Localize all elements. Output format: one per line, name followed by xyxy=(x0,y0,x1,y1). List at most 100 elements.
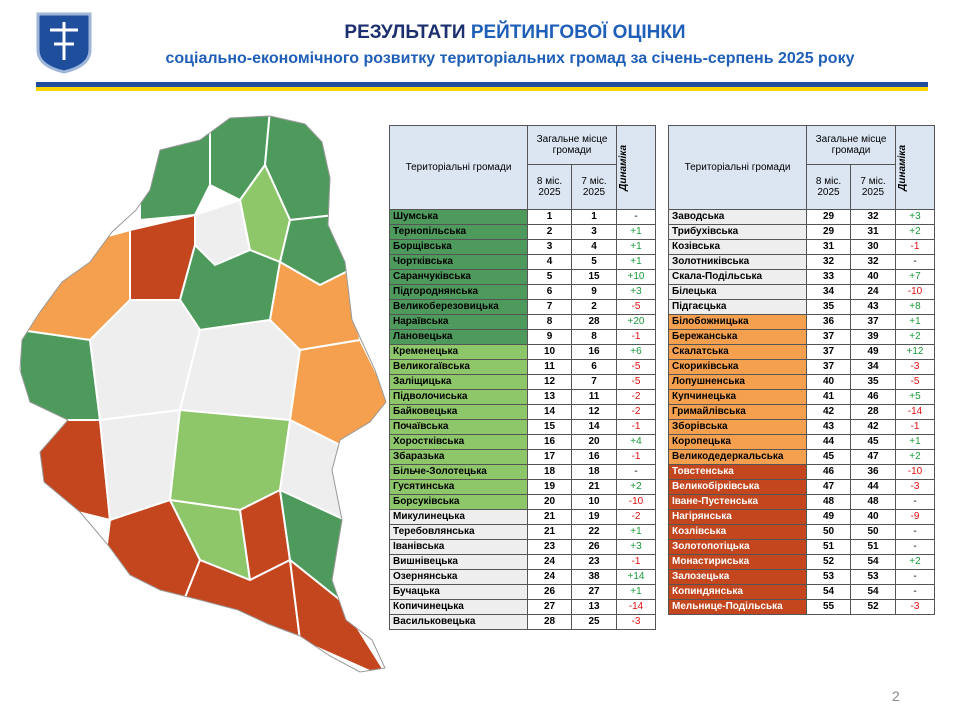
dynamics: -1 xyxy=(616,449,656,465)
place-7: 51 xyxy=(850,539,896,555)
row: Бережанська 37 39 +2 xyxy=(668,329,935,345)
place-7: 8 xyxy=(571,329,617,345)
place-8: 29 xyxy=(806,224,851,240)
place-8: 34 xyxy=(806,284,851,300)
dynamics: +10 xyxy=(616,269,656,285)
dynamics: +2 xyxy=(895,329,935,345)
place-8: 15 xyxy=(527,419,572,435)
community-name: Монастириська xyxy=(668,554,807,570)
dynamics: -14 xyxy=(616,599,656,615)
row: Золотниківська 32 32- xyxy=(668,254,935,270)
place-7: 18 xyxy=(571,464,617,480)
place-8: 37 xyxy=(806,344,851,360)
place-7: 7 xyxy=(571,374,617,390)
place-7: 28 xyxy=(850,404,896,420)
dynamics: -1 xyxy=(616,419,656,435)
community-name: Теребовлянська xyxy=(389,524,528,540)
row: Коропецька 44 45 +1 xyxy=(668,434,935,450)
dynamics: -3 xyxy=(895,599,935,615)
place-8: 32 xyxy=(806,254,851,270)
logo xyxy=(36,12,92,74)
place-7: 35 xyxy=(850,374,896,390)
place-8: 55 xyxy=(806,599,851,615)
community-name: Бережанська xyxy=(668,329,807,345)
place-8: 28 xyxy=(527,614,572,630)
row: Більче-Золотецька 18 18- xyxy=(389,464,656,480)
place-7: 24 xyxy=(850,284,896,300)
place-8: 29 xyxy=(806,209,851,225)
place-7: 38 xyxy=(571,569,617,585)
row: Заліщицька 12 7 -5 xyxy=(389,374,656,390)
community-name: Байковецька xyxy=(389,404,528,420)
place-7: 5 xyxy=(571,254,617,270)
community-name: Гусятинська xyxy=(389,479,528,495)
row: Лановецька 9 8 -1 xyxy=(389,329,656,345)
dynamics: -1 xyxy=(616,329,656,345)
row: Борсуківська 20 10 -10 xyxy=(389,494,656,510)
place-7: 27 xyxy=(571,584,617,600)
dynamics: +7 xyxy=(895,269,935,285)
place-7: 43 xyxy=(850,299,896,315)
place-7: 46 xyxy=(850,389,896,405)
row: Трибухівська 29 31 +2 xyxy=(668,224,935,240)
row: Хоростківська 16 20 +4 xyxy=(389,434,656,450)
community-name: Більче-Золотецька xyxy=(389,464,528,480)
community-name: Борсуківська xyxy=(389,494,528,510)
dynamics-label: Динаміка xyxy=(897,144,908,191)
dynamics: - xyxy=(895,569,935,585)
place-8: 1 xyxy=(527,209,572,225)
place-7: 2 xyxy=(571,299,617,315)
row: Залозецька 53 53- xyxy=(668,569,935,585)
place-7: 34 xyxy=(850,359,896,375)
place-8: 6 xyxy=(527,284,572,300)
place-8: 13 xyxy=(527,389,572,405)
place-7: 48 xyxy=(850,494,896,510)
place-8: 3 xyxy=(527,239,572,255)
row: Кременецька 10 16 +6 xyxy=(389,344,656,360)
community-name: Козівська xyxy=(668,239,807,255)
row: Монастириська 52 54 +2 xyxy=(668,554,935,570)
community-name: Борщівська xyxy=(389,239,528,255)
dynamics: - xyxy=(616,209,656,225)
dynamics: +3 xyxy=(616,539,656,555)
row: Іванівська 23 26 +3 xyxy=(389,539,656,555)
community-name: Білецька xyxy=(668,284,807,300)
row: Підволочиська 13 11 -2 xyxy=(389,389,656,405)
place-7: 31 xyxy=(850,224,896,240)
row: Підгороднянська 6 9 +3 xyxy=(389,284,656,300)
row: Збаразька 17 16 -1 xyxy=(389,449,656,465)
place-7: 45 xyxy=(850,434,896,450)
place-8: 36 xyxy=(806,314,851,330)
header-row: 8 міс. 2025 7 міс. 2025 xyxy=(669,164,935,210)
map xyxy=(20,116,386,672)
place-7: 28 xyxy=(571,314,617,330)
row: Золотопотіцька 51 51- xyxy=(668,539,935,555)
row: Зборівська 43 42 -1 xyxy=(668,419,935,435)
row: Великобірківська 47 44 -3 xyxy=(668,479,935,495)
row: Нараївська 8 28 +20 xyxy=(389,314,656,330)
ranking-table: Територіальні громади Загальне місце гром… xyxy=(389,125,656,630)
place-8: 24 xyxy=(527,569,572,585)
community-name: Копиндянська xyxy=(668,584,807,600)
row: Шумська 1 1- xyxy=(389,209,656,225)
dynamics-label: Динаміка xyxy=(618,144,629,191)
dynamics: +12 xyxy=(895,344,935,360)
dynamics: -3 xyxy=(895,479,935,495)
community-name: Скала-Подільська xyxy=(668,269,807,285)
place-8: 19 xyxy=(527,479,572,495)
header-row: Територіальні громади Загальне місце гром… xyxy=(668,125,935,210)
community-name: Тернопільська xyxy=(389,224,528,240)
title-part: РЕЙТИНГОВОЇ ОЦІНКИ xyxy=(470,22,686,43)
place-7: 53 xyxy=(850,569,896,585)
place-7: 40 xyxy=(850,509,896,525)
community-name: Товстенська xyxy=(668,464,807,480)
place-7: 49 xyxy=(850,344,896,360)
place-7: 44 xyxy=(850,479,896,495)
place-8: 54 xyxy=(806,584,851,600)
header-dynamics: Динаміка xyxy=(616,125,656,210)
community-name: Заводська xyxy=(668,209,807,225)
place-8: 11 xyxy=(527,359,572,375)
dynamics: +3 xyxy=(616,284,656,300)
place-7: 12 xyxy=(571,404,617,420)
place-8: 16 xyxy=(527,434,572,450)
